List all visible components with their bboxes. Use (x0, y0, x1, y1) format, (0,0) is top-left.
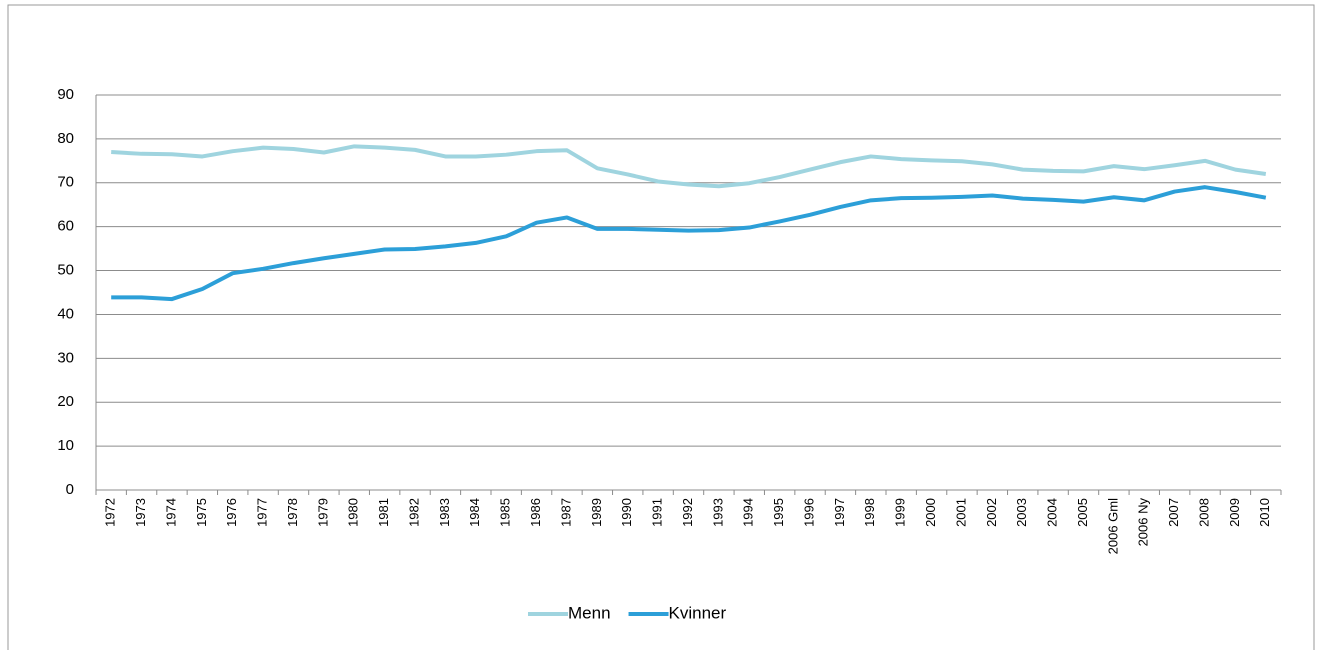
x-tick-label: 1989 (589, 498, 604, 527)
x-tick-label: 2006 Ny (1136, 498, 1151, 547)
y-tick-label: 0 (66, 481, 74, 498)
x-tick-label: 2010 (1257, 498, 1272, 527)
x-tick-label: 1978 (285, 498, 300, 527)
x-tick-label: 1999 (893, 498, 908, 527)
x-tick-label: 1997 (832, 498, 847, 527)
y-tick-label: 10 (57, 437, 74, 454)
legend-label: Menn (568, 603, 611, 622)
x-tick-label: 1981 (376, 498, 391, 527)
x-tick-label: 1994 (741, 498, 756, 527)
y-tick-label: 60 (57, 218, 74, 235)
y-tick-label: 90 (57, 86, 74, 103)
x-tick-label: 1983 (437, 498, 452, 527)
x-tick-label: 1984 (467, 498, 482, 527)
x-tick-label: 2009 (1227, 498, 1242, 527)
y-tick-label: 70 (57, 174, 74, 191)
x-tick-label: 1996 (801, 498, 816, 527)
x-tick-label: 1991 (650, 498, 665, 527)
x-tick-label: 1985 (498, 498, 513, 527)
y-tick-label: 40 (57, 305, 74, 322)
x-tick-label: 1977 (255, 498, 270, 527)
x-tick-label: 2002 (984, 498, 999, 527)
x-tick-label: 2003 (1014, 498, 1029, 527)
y-tick-label: 80 (57, 130, 74, 147)
x-tick-label: 2007 (1166, 498, 1181, 527)
x-tick-label: 1987 (558, 498, 573, 527)
x-tick-label: 1973 (133, 498, 148, 527)
x-tick-label: 1979 (315, 498, 330, 527)
x-tick-label: 1972 (103, 498, 118, 527)
series-line (111, 185, 1267, 302)
y-tick-label: 50 (57, 262, 74, 279)
x-tick-label: 1995 (771, 498, 786, 527)
x-tick-label: 2006 Gml (1105, 498, 1120, 554)
x-tick-label: 2000 (923, 498, 938, 527)
y-tick-label: 20 (57, 393, 74, 410)
x-tick-label: 1993 (710, 498, 725, 527)
x-tick-label: 2001 (953, 498, 968, 527)
y-tick-label: 30 (57, 349, 74, 366)
x-tick-label: 1998 (862, 498, 877, 527)
x-tick-label: 1982 (406, 498, 421, 527)
x-tick-label: 2008 (1196, 498, 1211, 527)
x-tick-label: 1976 (224, 498, 239, 527)
x-tick-label: 2004 (1045, 498, 1060, 527)
legend-label: Kvinner (669, 603, 727, 622)
x-tick-label: 1992 (680, 498, 695, 527)
x-tick-label: 1974 (163, 498, 178, 527)
series-line (111, 144, 1267, 189)
x-tick-label: 2005 (1075, 498, 1090, 527)
chart-frame (7, 4, 1315, 655)
x-tick-label: 1975 (194, 498, 209, 527)
x-tick-label: 1990 (619, 498, 634, 527)
x-tick-label: 1980 (346, 498, 361, 527)
x-tick-label: 1986 (528, 498, 543, 527)
